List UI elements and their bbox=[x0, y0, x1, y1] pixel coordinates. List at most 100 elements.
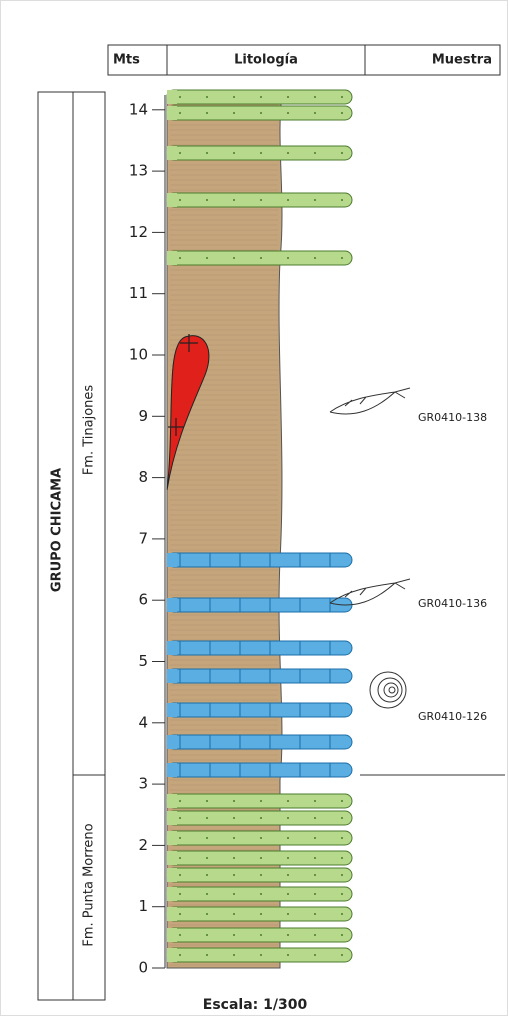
stratigraphic-column: Mts Litología Muestra GRUPO CHICAMA Fm. … bbox=[0, 0, 508, 1016]
bed-dot bbox=[314, 934, 316, 936]
bed-dot bbox=[287, 112, 289, 114]
tick-label: 2 bbox=[138, 836, 148, 854]
bed-edge bbox=[167, 703, 177, 717]
bed-dot bbox=[341, 152, 343, 154]
limestone-bed bbox=[167, 553, 352, 567]
tick-label: 0 bbox=[138, 959, 148, 977]
bed-edge bbox=[167, 146, 177, 160]
bed-dot bbox=[233, 112, 235, 114]
bed-dot bbox=[233, 257, 235, 259]
bed-dot bbox=[314, 913, 316, 915]
bed-dot bbox=[206, 152, 208, 154]
bed-dot bbox=[341, 913, 343, 915]
sandstone-bed bbox=[167, 811, 352, 825]
bed-dot bbox=[233, 817, 235, 819]
tick-label: 11 bbox=[129, 284, 148, 302]
bed-dot bbox=[206, 954, 208, 956]
bed-dot bbox=[179, 954, 181, 956]
bed-dot bbox=[179, 817, 181, 819]
ammonite-fossil bbox=[370, 672, 406, 708]
bed-dot bbox=[260, 257, 262, 259]
tick-label: 5 bbox=[138, 652, 148, 670]
bed-dot bbox=[314, 199, 316, 201]
tick-label: 6 bbox=[138, 591, 148, 609]
bed-dot bbox=[206, 817, 208, 819]
bed-dot bbox=[287, 874, 289, 876]
group-label: GRUPO CHICAMA bbox=[50, 468, 65, 592]
bed-dot bbox=[287, 199, 289, 201]
bed-dot bbox=[233, 913, 235, 915]
formation-label: Fm. Tinajones bbox=[82, 385, 97, 476]
bed-dot bbox=[206, 837, 208, 839]
bed-dot bbox=[233, 857, 235, 859]
tick-label: 9 bbox=[138, 407, 148, 425]
tick-label: 1 bbox=[138, 897, 148, 915]
bed-edge bbox=[167, 868, 177, 882]
bed-edge bbox=[167, 193, 177, 207]
sandstone-bed bbox=[167, 193, 352, 207]
sample-label: GR0410-126 bbox=[418, 710, 487, 723]
bed-dot bbox=[314, 257, 316, 259]
bed-edge bbox=[167, 811, 177, 825]
bed-dot bbox=[341, 800, 343, 802]
bed-edge bbox=[167, 948, 177, 962]
bed-dot bbox=[179, 112, 181, 114]
bed-dot bbox=[179, 913, 181, 915]
tick-label: 14 bbox=[129, 100, 148, 118]
header-muestra: Muestra bbox=[432, 53, 492, 68]
bed-edge bbox=[167, 90, 177, 104]
bed-dot bbox=[287, 893, 289, 895]
bed-dot bbox=[179, 152, 181, 154]
bed-dot bbox=[287, 800, 289, 802]
bed-dot bbox=[341, 874, 343, 876]
sandstone-bed bbox=[167, 831, 352, 845]
bed-dot bbox=[233, 199, 235, 201]
bed-dot bbox=[287, 913, 289, 915]
bed-dot bbox=[341, 857, 343, 859]
bed-dot bbox=[179, 96, 181, 98]
bed-dot bbox=[260, 934, 262, 936]
bed-dot bbox=[341, 954, 343, 956]
bed-dot bbox=[179, 857, 181, 859]
tick-label: 10 bbox=[129, 346, 148, 364]
bed-dot bbox=[287, 817, 289, 819]
tick-label: 12 bbox=[129, 223, 148, 241]
bed-dot bbox=[260, 96, 262, 98]
bed-dot bbox=[341, 257, 343, 259]
fish-fossil bbox=[330, 388, 410, 414]
bed-edge bbox=[167, 735, 177, 749]
sandstone-bed bbox=[167, 106, 352, 120]
bed-dot bbox=[206, 800, 208, 802]
bed-edge bbox=[167, 553, 177, 567]
limestone-bed bbox=[167, 703, 352, 717]
tick-label: 8 bbox=[138, 468, 148, 486]
limestone-bed bbox=[167, 669, 352, 683]
sandstone-bed bbox=[167, 887, 352, 901]
bed-dot bbox=[179, 893, 181, 895]
bed-dot bbox=[206, 893, 208, 895]
bed-dot bbox=[260, 837, 262, 839]
bed-dot bbox=[233, 96, 235, 98]
formation-label: Fm. Punta Morreno bbox=[82, 823, 97, 946]
bed-dot bbox=[314, 817, 316, 819]
bed-dot bbox=[287, 934, 289, 936]
sandstone-bed bbox=[167, 851, 352, 865]
limestone-bed bbox=[167, 763, 352, 777]
sandstone-bed bbox=[167, 928, 352, 942]
bed-dot bbox=[260, 954, 262, 956]
sandstone-bed bbox=[167, 251, 352, 265]
bed-dot bbox=[179, 257, 181, 259]
bed-dot bbox=[260, 817, 262, 819]
sandstone-bed bbox=[167, 907, 352, 921]
bed-dot bbox=[260, 112, 262, 114]
sandstone-bed bbox=[167, 948, 352, 962]
bed-dot bbox=[260, 893, 262, 895]
bed-edge bbox=[167, 763, 177, 777]
bed-dot bbox=[314, 96, 316, 98]
bed-dot bbox=[260, 152, 262, 154]
bed-dot bbox=[341, 199, 343, 201]
bed-dot bbox=[206, 96, 208, 98]
lithology bbox=[167, 90, 352, 968]
bed-dot bbox=[287, 857, 289, 859]
bed-dot bbox=[233, 152, 235, 154]
